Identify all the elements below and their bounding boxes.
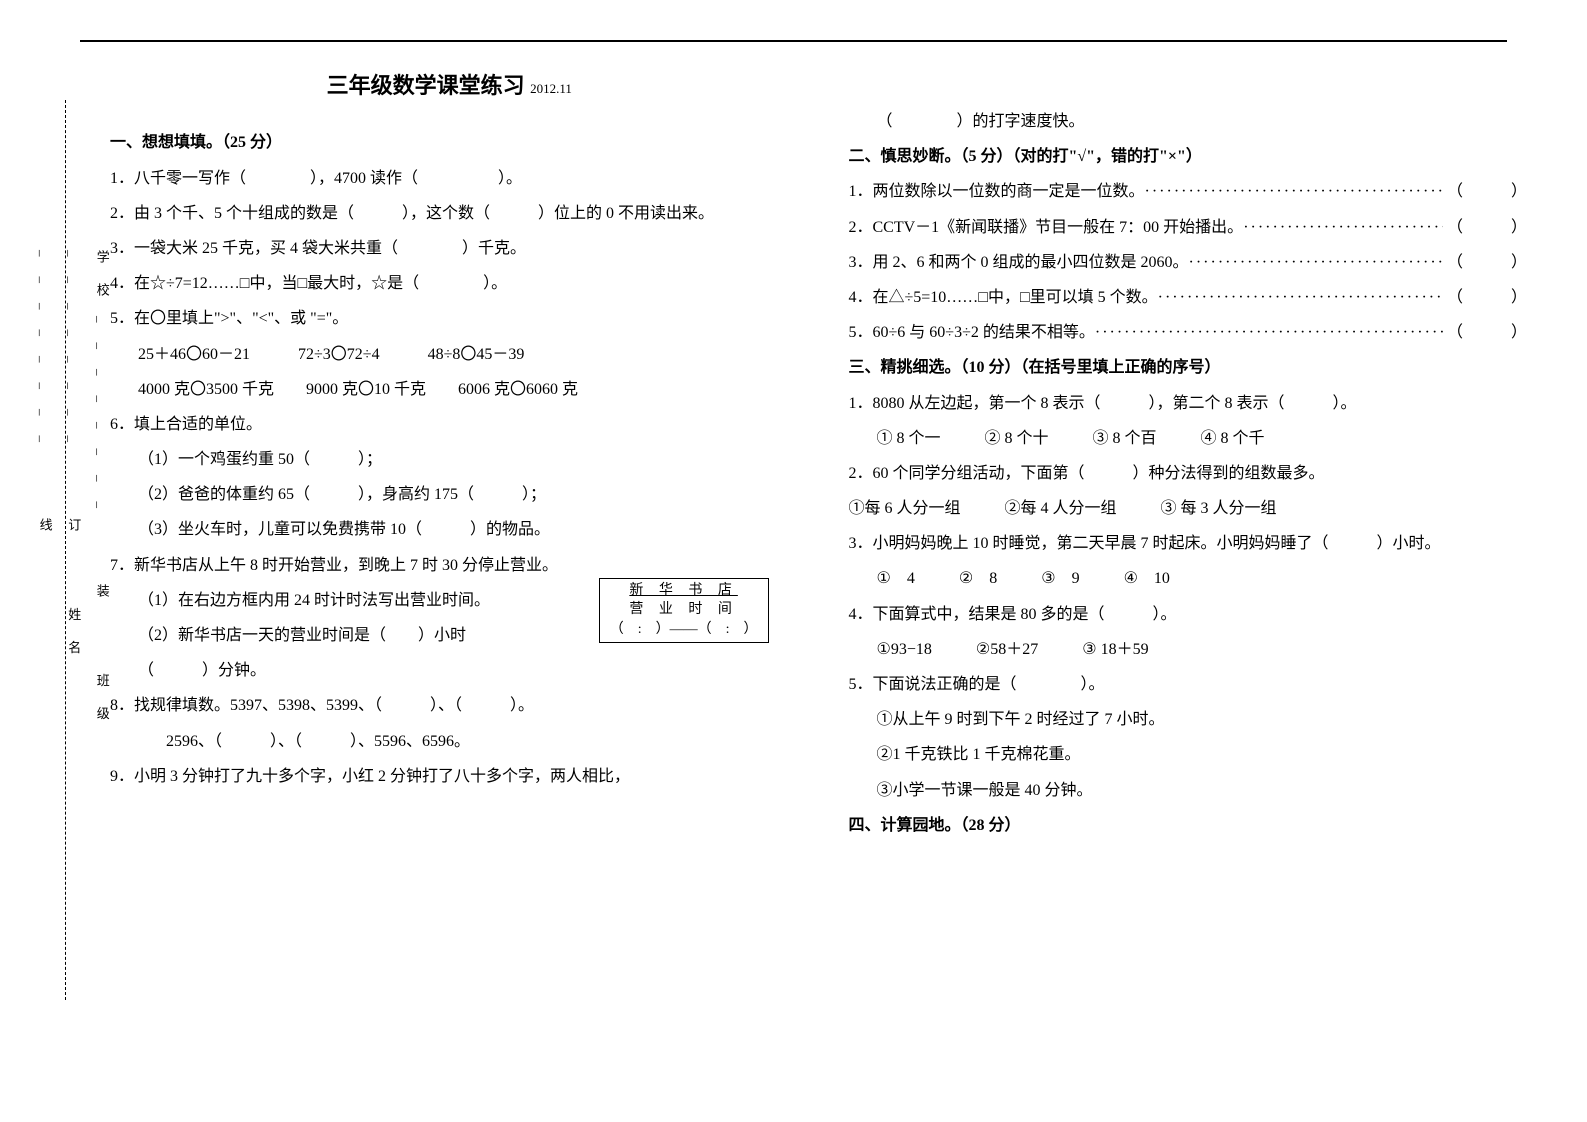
q2-3: 3．用 2、6 和两个 0 组成的最小四位数是 2060。 ··········… [849, 245, 1528, 280]
box-line-1: 新 华 书 店 [610, 581, 758, 601]
box-line-2: 营 业 时 间 [610, 600, 758, 620]
q2-3-text: 3．用 2、6 和两个 0 组成的最小四位数是 2060。 [849, 245, 1189, 280]
q3-5-o2: ②1 千克铁比 1 千克棉花重。 [849, 737, 1528, 772]
q1-4: 4．在☆÷7=12……□中，当□最大时，☆是（ ）。 [110, 266, 789, 301]
q1-7c: （ ）分钟。 [110, 653, 789, 688]
q3-2-o2: ②每 4 人分一组 [1005, 491, 1117, 526]
side-line: 线 [38, 518, 53, 551]
dots: ········································… [1243, 210, 1443, 245]
q3-4-o3: ③ 18＋59 [1082, 632, 1148, 667]
q1-6a: （1）一个鸡蛋约重 50（ ）； [110, 442, 789, 477]
paren: （ ） [1443, 210, 1527, 245]
section-4-head: 四、计算园地。（28 分） [849, 808, 1528, 843]
title-sub: 2012.11 [530, 81, 572, 96]
side-fold: 订 [66, 518, 81, 551]
side-class: 班级 [95, 674, 110, 740]
q3-2: 2．60 个同学分组活动，下面第（ ）种分法得到的组数最多。 [849, 456, 1528, 491]
q1-8b: 2596、（ ）、（ ）、5596、6596。 [110, 724, 789, 759]
q1-9: 9．小明 3 分钟打了九十多个字，小红 2 分钟打了八十多个字，两人相比， [110, 759, 789, 794]
q3-1-opts: ① 8 个一 ② 8 个十 ③ 8 个百 ④ 8 个千 [849, 421, 1528, 456]
q1-5b: 4000 克〇3500 千克 9000 克〇10 千克 6006 克〇6060 … [110, 372, 789, 407]
q3-1-o1: ① 8 个一 [877, 421, 941, 456]
q3-2-o3: ③ 每 3 人分一组 [1161, 491, 1277, 526]
q2-1: 1．两位数除以一位数的商一定是一位数。 ····················… [849, 174, 1528, 209]
paren: （ ） [1443, 245, 1527, 280]
q3-3-opts: ① 4 ② 8 ③ 9 ④ 10 [849, 561, 1528, 596]
q3-3-o1: ① 4 [877, 561, 915, 596]
top-border [80, 40, 1507, 42]
q1-1: 1．八千零一写作（ ），4700 读作（ ）。 [110, 161, 789, 196]
q2-1-text: 1．两位数除以一位数的商一定是一位数。 [849, 174, 1145, 209]
q3-3-o2: ② 8 [959, 561, 997, 596]
dots: ········································… [1158, 280, 1443, 315]
side-name: 姓名 [66, 608, 81, 674]
q3-1-o2: ② 8 个十 [985, 421, 1049, 456]
q1-9-cont: （ ）的打字速度快。 [849, 104, 1528, 139]
q3-4-o2: ②58＋27 [976, 632, 1038, 667]
q1-6: 6．填上合适的单位。 [110, 407, 789, 442]
dots: ········································… [1189, 245, 1443, 280]
q3-3: 3．小明妈妈晚上 10 时睡觉，第二天早晨 7 时起床。小明妈妈睡了（ ）小时。 [849, 526, 1528, 561]
q3-3-o3: ③ 9 [1041, 561, 1079, 596]
q3-2-opts: ①每 6 人分一组 ②每 4 人分一组 ③ 每 3 人分一组 [849, 491, 1528, 526]
q1-5: 5．在〇里填上">"、"<"、或 "="。 [110, 301, 789, 336]
q3-2-o1: ①每 6 人分一组 [849, 491, 961, 526]
q3-5-o1: ①从上午 9 时到下午 2 时经过了 7 小时。 [849, 702, 1528, 737]
paren: （ ） [1443, 174, 1527, 209]
q1-6b: （2）爸爸的体重约 65（ ），身高约 175（ ）； [110, 477, 789, 512]
bookstore-box: 新 华 书 店 营 业 时 间 （ : ）——（ : ） [599, 578, 769, 643]
section-1-head: 一、想想填填。（25 分） [110, 125, 789, 160]
right-column: （ ）的打字速度快。 二、慎思妙断。（5 分）（对的打"√"，错的打"×"） 1… [849, 62, 1528, 843]
q3-5-o3: ③小学一节课一般是 40 分钟。 [849, 773, 1528, 808]
dots: ········································… [1095, 315, 1443, 350]
q1-6c: （3）坐火车时，儿童可以免费携带 10（ ）的物品。 [110, 512, 789, 547]
left-column: 三年级数学课堂练习 2012.11 一、想想填填。（25 分） 1．八千零一写作… [110, 62, 789, 843]
q3-5: 5．下面说法正确的是（ ）。 [849, 667, 1528, 702]
title-text: 三年级数学课堂练习 [327, 73, 525, 98]
q2-5-text: 5．60÷6 与 60÷3÷2 的结果不相等。 [849, 315, 1095, 350]
q2-5: 5．60÷6 与 60÷3÷2 的结果不相等。 ················… [849, 315, 1528, 350]
paren: （ ） [1443, 315, 1527, 350]
q3-3-o4: ④ 10 [1124, 561, 1170, 596]
q3-4-opts: ①93−18 ②58＋27 ③ 18＋59 [849, 632, 1528, 667]
page-container: 三年级数学课堂练习 2012.11 一、想想填填。（25 分） 1．八千零一写作… [60, 62, 1527, 843]
section-3-head: 三、精挑细选。（10 分）（在括号里填上正确的序号） [849, 350, 1528, 385]
q2-2: 2．CCTV－1《新闻联播》节目一般在 7：00 开始播出。 ·········… [849, 210, 1528, 245]
q3-1-o3: ③ 8 个百 [1093, 421, 1157, 456]
q3-4: 4．下面算式中，结果是 80 多的是（ ）。 [849, 597, 1528, 632]
paren: （ ） [1443, 280, 1527, 315]
q2-2-text: 2．CCTV－1《新闻联播》节目一般在 7：00 开始播出。 [849, 210, 1244, 245]
q3-1-o4: ④ 8 个千 [1201, 421, 1265, 456]
page-title: 三年级数学课堂练习 2012.11 [110, 62, 789, 110]
q1-5a: 25＋46〇60－21 72÷3〇72÷4 48÷8〇45－39 [110, 337, 789, 372]
q2-4: 4．在△÷5=10……□中，□里可以填 5 个数。 ··············… [849, 280, 1528, 315]
side-cut: 装 [95, 584, 110, 617]
q2-4-text: 4．在△÷5=10……□中，□里可以填 5 个数。 [849, 280, 1158, 315]
binding-margin: 学校________ 装 班级________ 订 姓名________ 线 [30, 250, 116, 850]
q3-4-o1: ①93−18 [877, 632, 932, 667]
side-school: 学校 [95, 250, 110, 316]
q1-3: 3．一袋大米 25 千克，买 4 袋大米共重（ ）千克。 [110, 231, 789, 266]
q3-1: 1．8080 从左边起，第一个 8 表示（ ），第二个 8 表示（ ）。 [849, 386, 1528, 421]
section-2-head: 二、慎思妙断。（5 分）（对的打"√"，错的打"×"） [849, 139, 1528, 174]
q1-8a: 8．找规律填数。5397、5398、5399、（ ）、（ ）。 [110, 688, 789, 723]
q1-2: 2．由 3 个千、5 个十组成的数是（ ），这个数（ ）位上的 0 不用读出来。 [110, 196, 789, 231]
box-line-3: （ : ）——（ : ） [610, 620, 758, 640]
dots: ········································… [1145, 174, 1443, 209]
dashed-line [65, 100, 66, 1000]
